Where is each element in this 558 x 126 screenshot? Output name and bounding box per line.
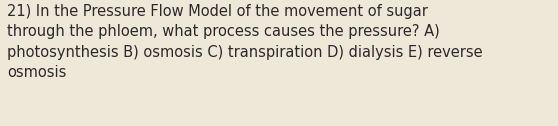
Text: 21) In the Pressure Flow Model of the movement of sugar
through the phloem, what: 21) In the Pressure Flow Model of the mo… xyxy=(7,4,483,80)
